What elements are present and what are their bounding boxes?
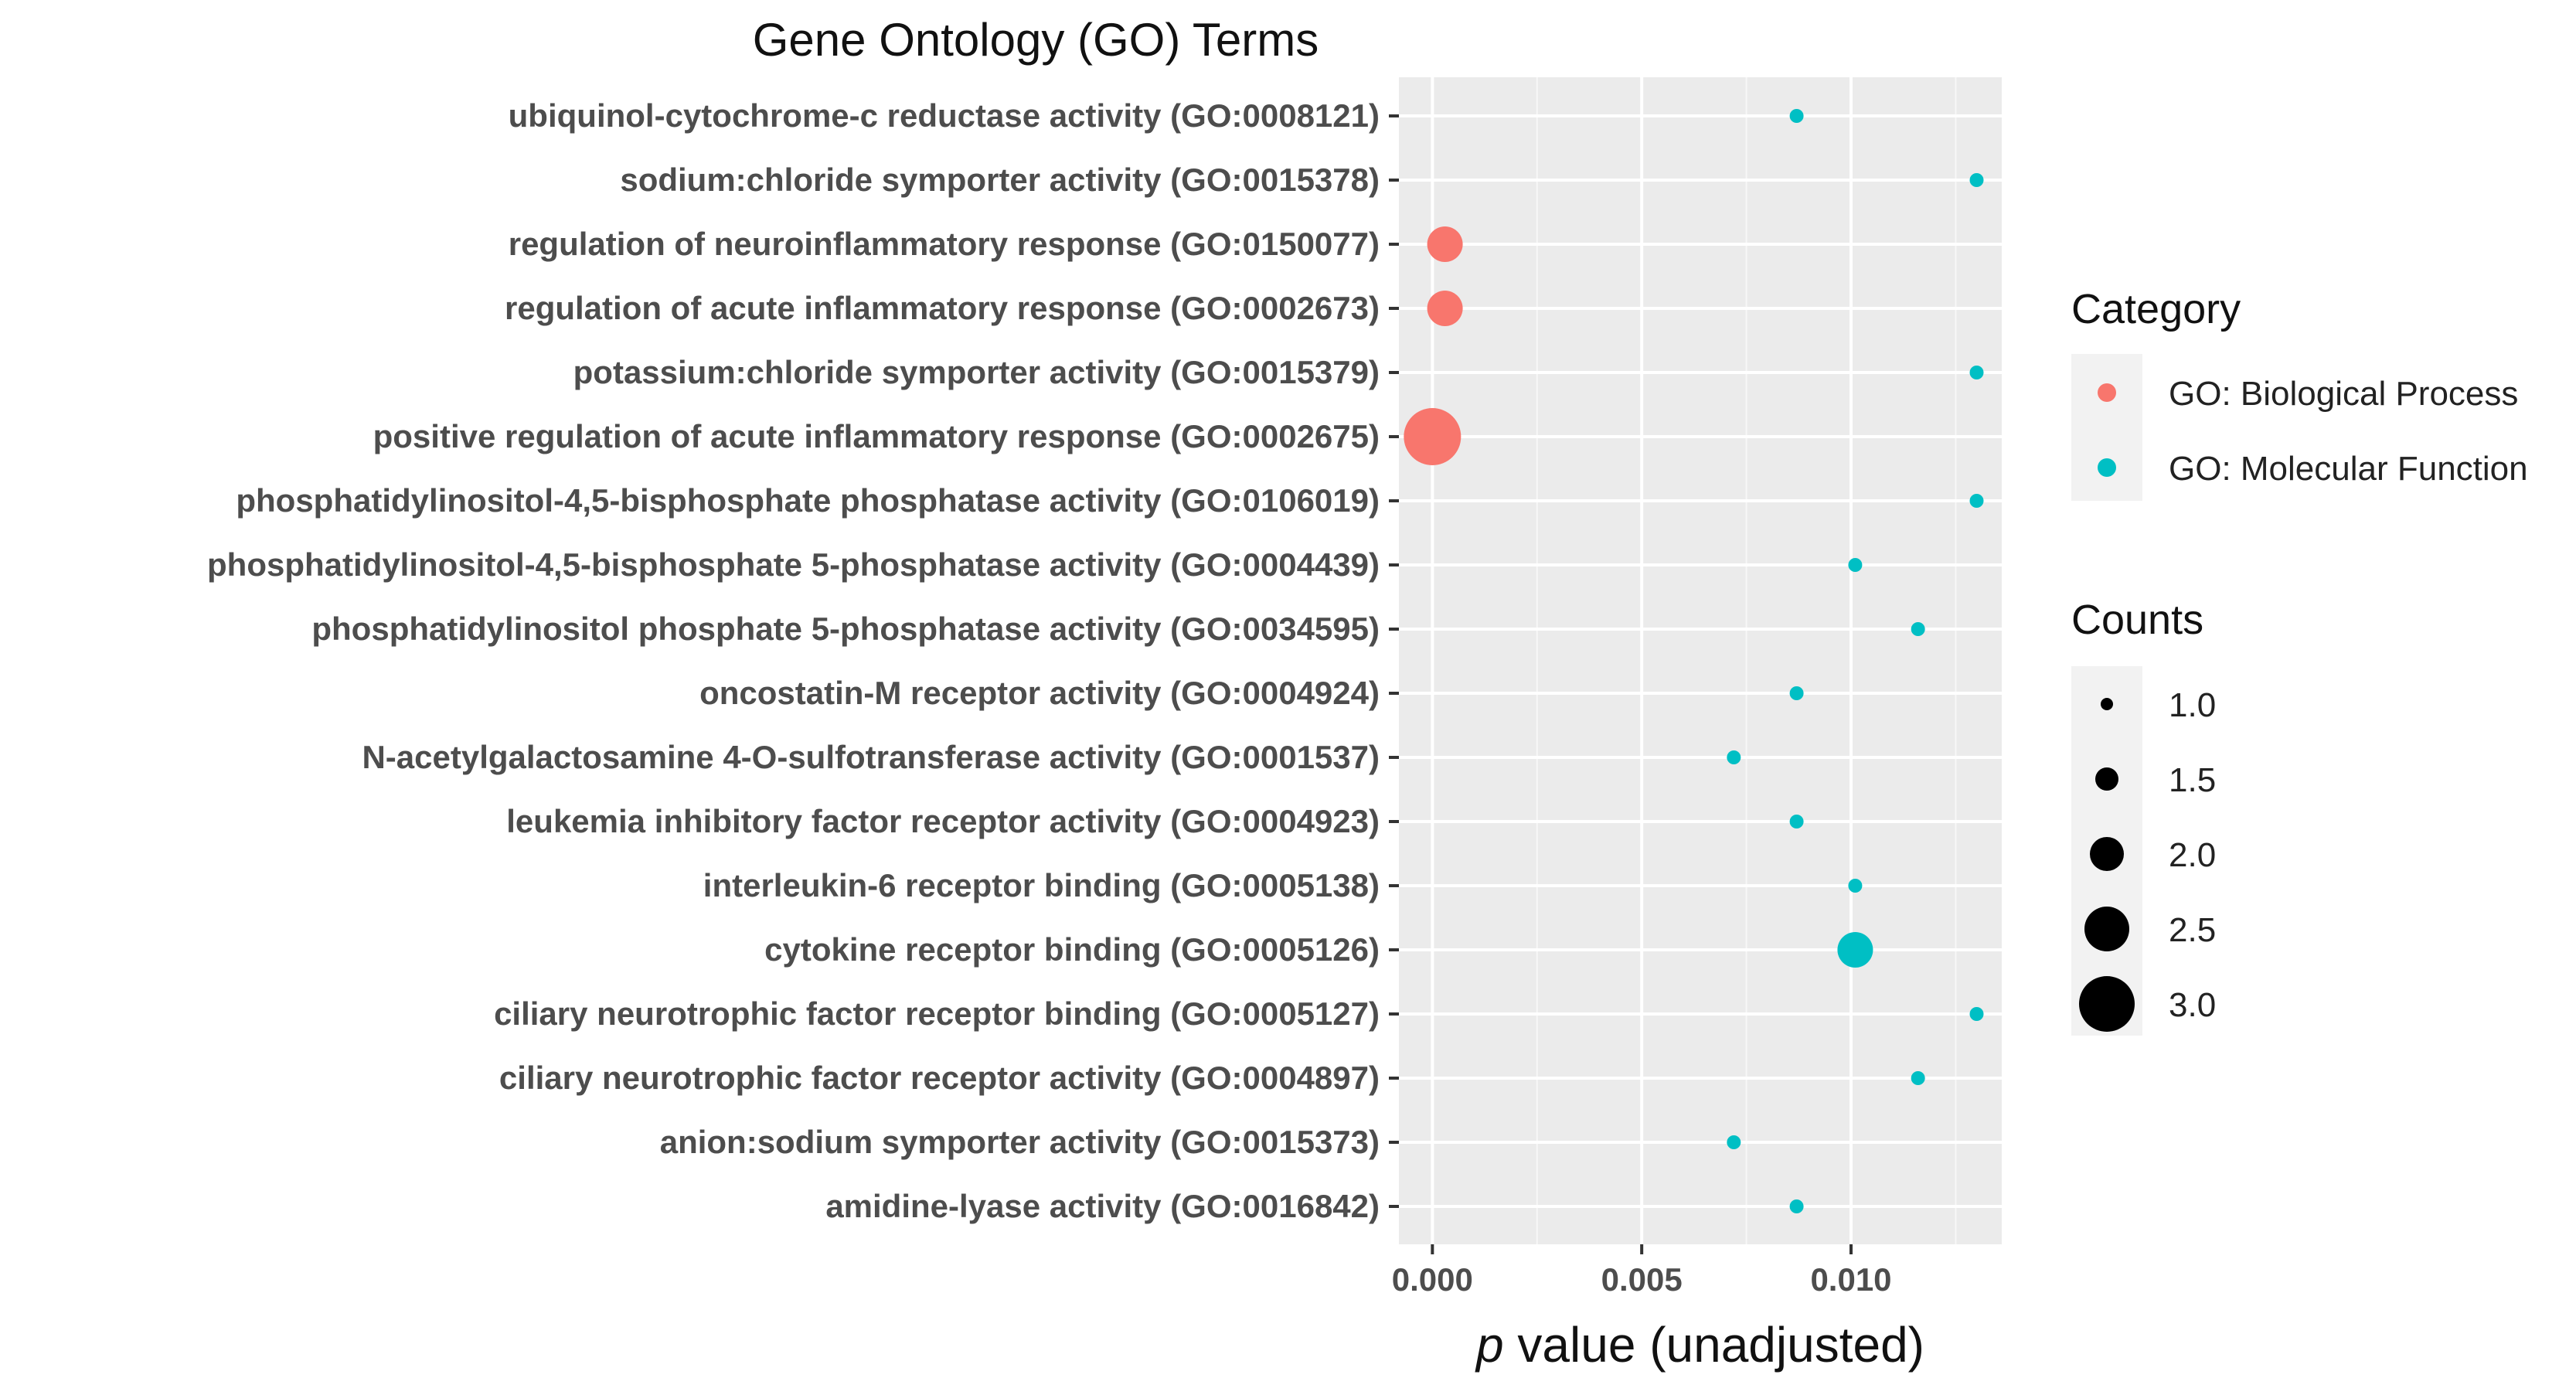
x-tick-label: 0.000 — [1392, 1261, 1473, 1298]
data-point — [1427, 291, 1463, 326]
y-tick-label: potassium:chloride symporter activity (G… — [573, 354, 1380, 390]
legend-category-label: GO: Biological Process — [2169, 375, 2518, 413]
data-point — [1848, 558, 1863, 572]
y-tick-label: ubiquinol-cytochrome-c reductase activit… — [509, 97, 1380, 134]
y-tick-label: oncostatin-M receptor activity (GO:00049… — [699, 675, 1380, 711]
legend-category-label: GO: Molecular Function — [2169, 450, 2528, 488]
legend-size-key — [2095, 767, 2118, 791]
legend-category: Category GO: Biological Process GO: Molec… — [2071, 286, 2528, 501]
y-tick-label: positive regulation of acute inflammator… — [373, 418, 1380, 454]
data-point — [1969, 1007, 1984, 1021]
minor-gridlines — [1536, 77, 1957, 1244]
x-axis: 0.000 0.005 0.010 — [1392, 1244, 1892, 1298]
data-point — [1837, 932, 1873, 968]
legend-counts-title: Counts — [2071, 597, 2203, 643]
legend-size-label: 3.0 — [2169, 986, 2216, 1024]
legend-size-key — [2079, 976, 2135, 1032]
data-point — [1727, 750, 1741, 764]
legend-category-key — [2098, 458, 2116, 477]
legend-size-label: 2.5 — [2169, 911, 2216, 949]
y-tick-label: cytokine receptor binding (GO:0005126) — [764, 931, 1380, 968]
legend-size-key — [2084, 907, 2129, 951]
y-tick-label: amidine-lyase activity (GO:0016842) — [825, 1188, 1380, 1224]
chart-title: Gene Ontology (GO) Terms — [753, 14, 1319, 66]
x-axis-title-text: value (unadjusted) — [1504, 1317, 1924, 1373]
y-tick-label: ciliary neurotrophic factor receptor act… — [499, 1060, 1380, 1096]
x-axis-title: p value (unadjusted) — [1475, 1317, 1924, 1373]
y-tick-label: regulation of acute inflammatory respons… — [505, 290, 1380, 326]
y-tick-label: phosphatidylinositol-4,5-bisphosphate 5-… — [207, 546, 1380, 583]
y-axis-labels: ubiquinol-cytochrome-c reductase activit… — [207, 97, 1380, 1224]
data-point — [1848, 879, 1863, 893]
y-tick-label: phosphatidylinositol phosphate 5-phospha… — [311, 611, 1380, 647]
data-point — [1404, 408, 1462, 465]
data-point — [1789, 686, 1804, 700]
data-point — [1911, 622, 1925, 636]
y-tick-label: N-acetylgalactosamine 4-O-sulfotransfera… — [362, 739, 1380, 775]
y-tick-label: phosphatidylinositol-4,5-bisphosphate ph… — [236, 482, 1380, 519]
y-tick-label: anion:sodium symporter activity (GO:0015… — [660, 1124, 1380, 1160]
data-point — [1789, 109, 1804, 123]
y-tick-label: ciliary neurotrophic factor receptor bin… — [494, 995, 1380, 1032]
legend-counts: Counts 1.0 1.5 2.0 2.5 3.0 — [2071, 597, 2216, 1036]
data-point — [1969, 366, 1984, 379]
legend-size-label: 1.5 — [2169, 761, 2216, 799]
x-tick-label: 0.005 — [1601, 1261, 1683, 1298]
plot-panel — [1399, 77, 2002, 1244]
legend-size-key — [2090, 837, 2124, 871]
legend-category-key-bg — [2071, 354, 2142, 501]
y-tick-label: interleukin-6 receptor binding (GO:00051… — [703, 867, 1380, 903]
data-point — [1789, 1199, 1804, 1213]
legend-size-label: 1.0 — [2169, 686, 2216, 724]
legend-size-key — [2101, 698, 2113, 710]
data-point — [1789, 815, 1804, 828]
data-point — [1427, 226, 1463, 262]
y-tick-label: regulation of neuroinflammatory response… — [509, 226, 1380, 262]
data-points — [1404, 109, 1984, 1213]
y-axis-ticks — [1389, 114, 1399, 1208]
data-point — [1727, 1135, 1741, 1149]
legend-category-key — [2098, 383, 2116, 402]
data-point — [1911, 1071, 1925, 1085]
y-tick-label: sodium:chloride symporter activity (GO:0… — [620, 162, 1380, 198]
data-point — [1969, 173, 1984, 187]
legend-category-title: Category — [2071, 286, 2241, 332]
x-tick-label: 0.010 — [1810, 1261, 1891, 1298]
y-tick-label: leukemia inhibitory factor receptor acti… — [506, 803, 1380, 839]
major-gridlines — [1399, 77, 2002, 1244]
data-point — [1969, 494, 1984, 508]
x-axis-title-italic: p — [1475, 1317, 1504, 1373]
legend-size-label: 2.0 — [2169, 836, 2216, 874]
